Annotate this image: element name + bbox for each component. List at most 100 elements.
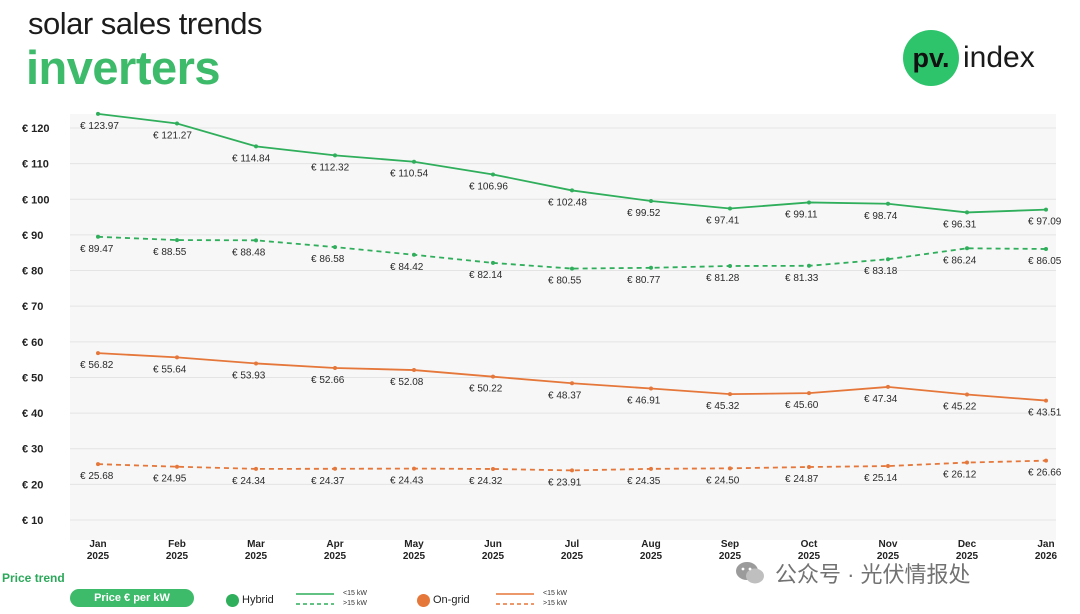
data-point [807, 200, 811, 205]
data-point [1044, 458, 1048, 463]
data-point [412, 368, 416, 373]
data-label: € 114.84 [232, 153, 271, 164]
x-tick-year: 2025 [324, 551, 347, 562]
data-point [96, 351, 100, 356]
data-label: € 88.48 [232, 247, 266, 258]
data-label: € 45.32 [706, 401, 740, 412]
data-point [570, 188, 574, 193]
data-point [491, 466, 495, 471]
plot-background [70, 114, 1056, 540]
x-tick-month: Mar [247, 539, 265, 550]
x-tick-year: 2025 [561, 551, 584, 562]
data-label: € 81.28 [706, 273, 740, 284]
data-label: € 24.87 [785, 474, 819, 485]
data-label: € 98.74 [864, 211, 898, 222]
data-label: € 110.54 [390, 169, 429, 180]
data-point [965, 460, 969, 465]
x-tick-month: Sep [721, 539, 739, 550]
logo-text: index [963, 41, 1035, 74]
data-point [175, 355, 179, 360]
data-label: € 25.68 [80, 471, 114, 482]
x-tick-month: Apr [326, 539, 343, 550]
data-point [728, 466, 732, 471]
data-label: € 48.37 [548, 390, 582, 401]
x-tick-month: Nov [879, 539, 898, 550]
y-tick-label: € 100 [22, 194, 50, 206]
data-point [333, 466, 337, 471]
data-point [1044, 207, 1048, 212]
ongrid-legend-lines [496, 593, 534, 605]
data-label: € 121.27 [153, 130, 192, 141]
data-point [728, 263, 732, 268]
data-label: € 23.91 [548, 477, 582, 488]
data-point [807, 263, 811, 268]
x-tick-year: 2025 [798, 551, 821, 562]
y-axis-ticks: € 10 € 20 € 30 € 40 € 50 € 60 € 70 € 80 € 90 € 10… [22, 123, 50, 527]
data-point [728, 206, 732, 211]
x-tick-year: 2025 [877, 551, 900, 562]
y-tick-label: € 40 [22, 408, 43, 420]
data-label: € 26.12 [943, 470, 977, 481]
data-label: € 80.77 [627, 275, 661, 286]
data-point [886, 384, 890, 389]
data-point [412, 159, 416, 164]
y-tick-label: € 30 [22, 444, 43, 456]
x-tick-year: 2025 [640, 551, 663, 562]
data-label: € 112.32 [311, 162, 350, 173]
x-tick-month: Aug [641, 539, 660, 550]
y-tick-label: € 70 [22, 301, 43, 313]
pv-index-logo: pv. index [903, 30, 1035, 86]
y-tick-label: € 60 [22, 337, 43, 349]
y-tick-label: € 120 [22, 123, 50, 135]
data-point [1044, 246, 1048, 251]
data-label: € 26.66 [1028, 468, 1062, 479]
x-tick-year: 2025 [245, 551, 268, 562]
data-point [807, 465, 811, 470]
data-point [412, 466, 416, 471]
data-point [96, 111, 100, 116]
data-label: € 50.22 [469, 384, 503, 395]
x-tick-month: Jan [89, 539, 106, 550]
y-tick-label: € 20 [22, 479, 43, 491]
data-point [333, 365, 337, 370]
data-labels: € 123.97 € 121.27 € 114.84 € 112.32 € 110.54… [80, 121, 1062, 489]
x-tick-year: 2025 [403, 551, 426, 562]
data-label: € 24.50 [706, 475, 740, 486]
x-tick-year: 2025 [482, 551, 505, 562]
data-label: € 53.93 [232, 370, 266, 381]
data-label: € 24.35 [627, 476, 661, 487]
data-point [175, 121, 179, 126]
data-label: € 106.96 [469, 181, 508, 192]
data-point [175, 238, 179, 243]
x-tick-month: Feb [168, 539, 186, 550]
y-tick-label: € 80 [22, 266, 43, 278]
data-point [886, 201, 890, 206]
x-axis-ticks: Jan2025Feb2025Mar2025Apr2025May2025Jun20… [87, 539, 1058, 562]
data-label: € 47.34 [864, 394, 898, 405]
data-point [254, 361, 258, 366]
wechat-icon [736, 562, 764, 584]
data-label: € 45.22 [943, 401, 977, 412]
data-point [886, 257, 890, 262]
data-point [886, 464, 890, 469]
y-tick-label: € 110 [22, 159, 49, 171]
hybrid-legend-gt15: >15 kW [343, 600, 367, 607]
data-label: € 102.48 [548, 197, 587, 208]
data-point [96, 462, 100, 467]
data-point [175, 464, 179, 469]
data-label: € 45.60 [785, 400, 819, 411]
data-point [570, 468, 574, 473]
data-label: € 24.37 [311, 476, 345, 487]
y-tick-label: € 10 [22, 515, 43, 527]
data-label: € 123.97 [80, 121, 119, 132]
x-tick-year: 2025 [166, 551, 189, 562]
data-label: € 81.33 [785, 273, 819, 284]
data-point [965, 210, 969, 215]
data-point [649, 198, 653, 203]
x-tick-year: 2026 [1035, 551, 1058, 562]
data-label: € 86.24 [943, 255, 977, 266]
x-tick-year: 2025 [87, 551, 110, 562]
data-label: € 56.82 [80, 360, 114, 371]
data-point [333, 245, 337, 250]
